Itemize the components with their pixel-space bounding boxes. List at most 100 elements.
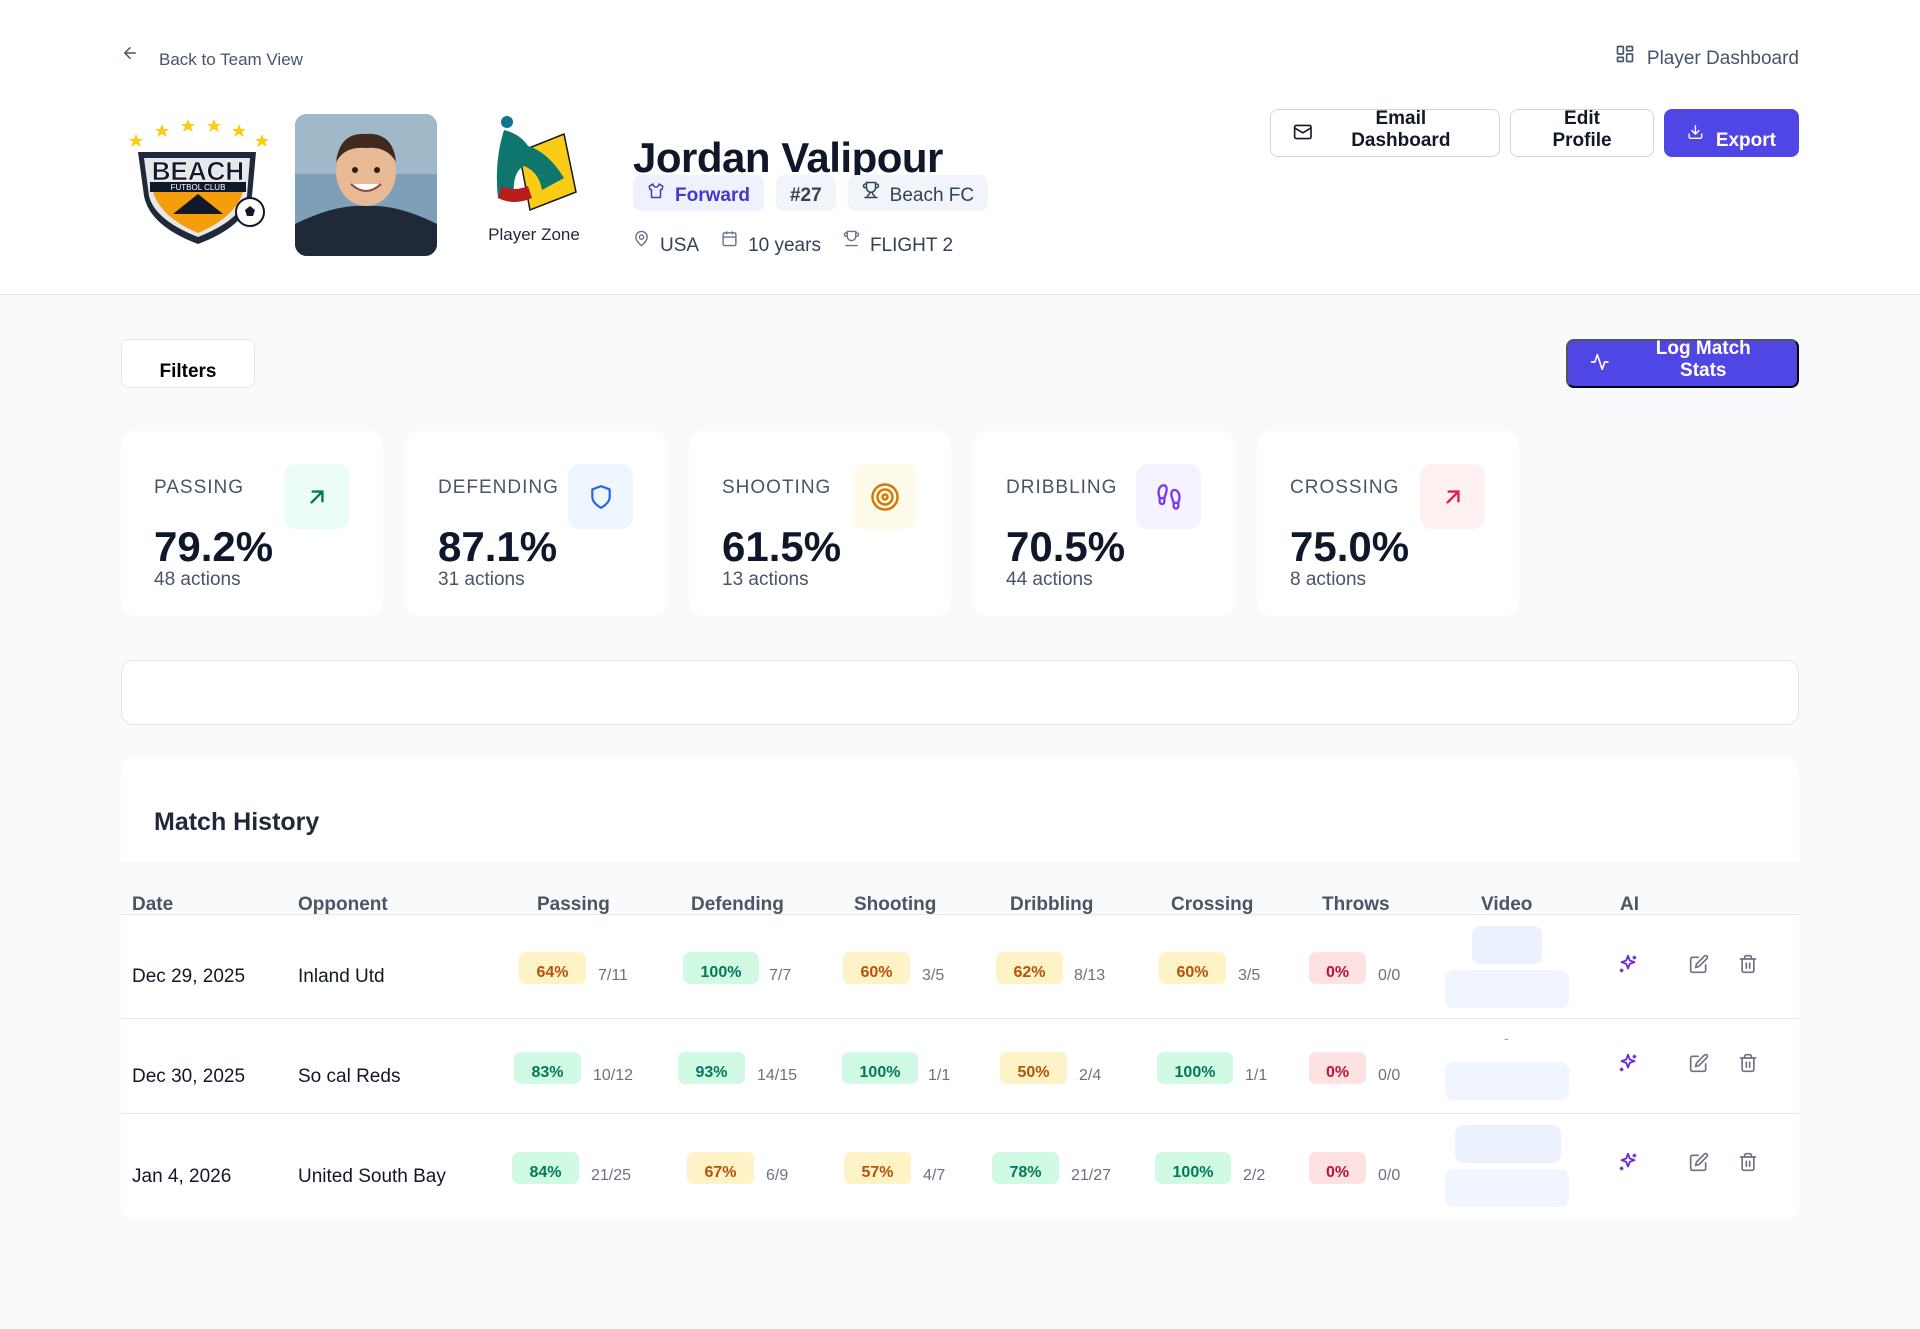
log-match-stats-button[interactable]: Log Match Stats (1566, 338, 1799, 388)
edit-profile-button[interactable]: Edit Profile (1510, 108, 1654, 157)
delete-match-button[interactable] (1733, 1147, 1763, 1177)
stat-label: DRIBBLING (1006, 477, 1118, 498)
match-history-title: Match History (154, 808, 320, 836)
stat-pill: 57% (844, 1152, 911, 1184)
arrow-left-icon (124, 47, 136, 59)
stat-pill: 0% (1309, 1052, 1366, 1084)
stat-actions: 44 actions (1006, 569, 1093, 590)
export-button[interactable]: Export (1664, 109, 1799, 157)
stat-ratio: 0/0 (1378, 1167, 1401, 1184)
stat-ratio: 10/12 (593, 1067, 634, 1084)
stat-label: DEFENDING (438, 477, 559, 498)
trash-icon (1739, 954, 1757, 974)
stat-ratio: 0/0 (1378, 1067, 1401, 1084)
stat-pill: 83% (514, 1052, 581, 1084)
stat-icon-box (1420, 464, 1485, 529)
stat-value: 87.1% (438, 523, 558, 570)
beach-logo-subtext: FUTBOL CLUB (171, 183, 226, 192)
stat-pill: 100% (1155, 1152, 1231, 1184)
stat-icon-box (568, 464, 633, 529)
arrow-up-right-icon (1445, 489, 1460, 504)
player-avatar-image (295, 114, 437, 256)
trophy-icon (843, 230, 860, 247)
table-header: Date Opponent Passing Defending Shooting… (121, 862, 1799, 915)
filters-button[interactable]: Filters (121, 339, 255, 388)
column-header: Crossing (1171, 894, 1254, 915)
trash-icon (1739, 1053, 1757, 1073)
column-header: Video (1481, 894, 1533, 915)
edit-profile-label: Edit Profile (1552, 108, 1612, 151)
header-actions: Email Dashboard Edit Profile Export (1270, 108, 1799, 157)
player-zone-text: Player Zone (488, 225, 580, 244)
team-chip: Beach FC (847, 175, 989, 211)
edit-match-button[interactable] (1684, 1147, 1714, 1177)
calendar-icon (722, 231, 737, 247)
back-to-team-link[interactable]: Back to Team View (121, 44, 303, 70)
stat-ratio: 1/1 (1245, 1067, 1268, 1084)
stat-ratio: 21/25 (591, 1167, 632, 1184)
stat-icon-box (852, 464, 917, 529)
stat-pill: 100% (1157, 1052, 1233, 1084)
stat-actions: 13 actions (722, 569, 809, 590)
stat-pill: 67% (687, 1152, 754, 1184)
video-empty: - (1504, 1030, 1509, 1046)
video-thumb[interactable] (1455, 1125, 1561, 1163)
video-upload-slot[interactable] (1445, 1169, 1569, 1207)
empty-panel (121, 660, 1799, 725)
stat-pill: 100% (842, 1052, 918, 1084)
flight-meta: FLIGHT 2 (843, 230, 953, 257)
jersey-number-chip: #27 (775, 175, 836, 211)
edit-icon (1689, 1152, 1709, 1172)
email-dashboard-button[interactable]: Email Dashboard (1270, 108, 1500, 157)
export-label: Export (1715, 130, 1776, 151)
stat-card-passing: PASSING 79.2% 48 actions (121, 431, 383, 616)
video-upload-slot[interactable] (1445, 1062, 1569, 1100)
layout-grid-icon (1616, 45, 1634, 63)
match-history-panel: Match History Date Opponent Passing Defe… (121, 758, 1799, 1219)
email-dashboard-label: Email Dashboard (1351, 108, 1451, 151)
stat-value: 79.2% (154, 523, 274, 570)
stat-ratio: 3/5 (1238, 967, 1261, 984)
delete-match-button[interactable] (1733, 949, 1763, 979)
beach-fc-logo: BEACH FUTBOL CLUB (129, 119, 269, 244)
activity-icon (1590, 353, 1609, 371)
edit-match-button[interactable] (1684, 1048, 1714, 1078)
stat-ratio: 2/2 (1243, 1167, 1266, 1184)
stat-pill: 78% (992, 1152, 1059, 1184)
player-dashboard-link[interactable]: Player Dashboard (1615, 44, 1799, 70)
column-header: Shooting (854, 894, 937, 915)
stat-ratio: 6/9 (766, 1167, 789, 1184)
beach-logo-text: BEACH (152, 156, 244, 186)
stat-pill: 64% (519, 952, 586, 984)
stat-ratio: 7/7 (769, 967, 792, 984)
match-date: Dec 29, 2025 (132, 966, 246, 987)
stat-pill: 62% (996, 952, 1063, 984)
stat-pill: 0% (1309, 952, 1366, 984)
log-match-stats-label: Log Match Stats (1655, 338, 1751, 381)
player-meta: USA 10 years FLIGHT 2 (633, 230, 953, 257)
ai-analyze-button[interactable] (1613, 1147, 1643, 1177)
ai-analyze-button[interactable] (1613, 1048, 1643, 1078)
match-date: Jan 4, 2026 (132, 1166, 232, 1187)
stat-actions: 48 actions (154, 569, 241, 590)
match-date: Dec 30, 2025 (132, 1066, 246, 1087)
video-upload-slot[interactable] (1445, 970, 1569, 1008)
stat-value: 70.5% (1006, 523, 1126, 570)
sparkles-icon (1619, 1053, 1637, 1072)
stat-actions: 31 actions (438, 569, 525, 590)
sparkles-icon (1619, 1152, 1637, 1171)
column-header: Passing (537, 894, 610, 915)
delete-match-button[interactable] (1733, 1048, 1763, 1078)
stat-pill: 0% (1309, 1152, 1366, 1184)
stat-label: SHOOTING (722, 477, 832, 498)
stat-ratio: 1/1 (928, 1067, 951, 1084)
team-label: Beach FC (889, 185, 975, 206)
dashboard-label: Player Dashboard (1646, 48, 1799, 69)
table-row: Dec 30, 2025 So cal Reds 83% 10/12 93% 1… (121, 1020, 1799, 1114)
map-pin-icon (635, 230, 648, 247)
edit-match-button[interactable] (1684, 949, 1714, 979)
stat-ratio: 0/0 (1378, 967, 1401, 984)
ai-analyze-button[interactable] (1613, 949, 1643, 979)
player-header: Back to Team View Player Dashboard BEACH… (0, 0, 1920, 295)
video-thumb[interactable] (1472, 926, 1542, 964)
